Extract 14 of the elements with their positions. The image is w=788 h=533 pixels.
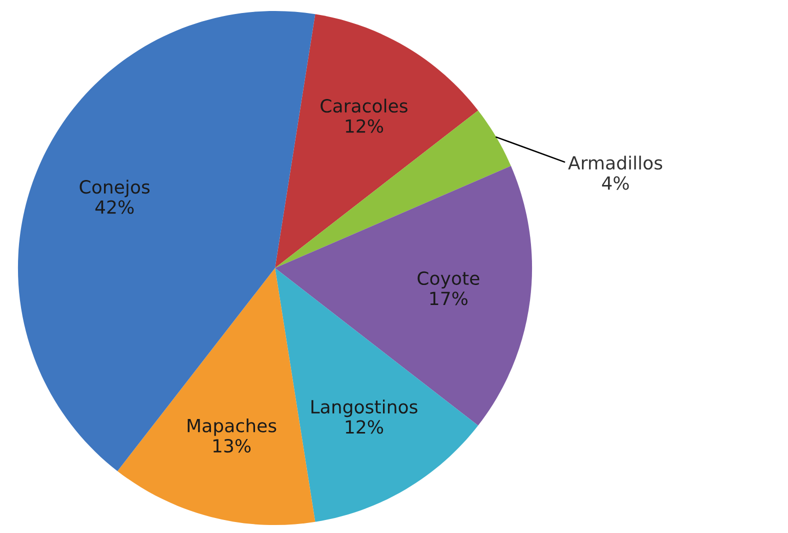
data-label: 17% [430,292,468,306]
data-label: 12% [346,119,384,133]
slice-label: Mapaches [188,418,276,436]
data-label: 42% [95,200,134,214]
pie-slice [275,14,478,268]
pie-slice [275,268,478,522]
slice-label: Coyote [418,271,480,289]
slice-label: Caracoles [320,98,408,113]
data-label: 4% [602,176,629,190]
slice-label: Conejos [80,180,150,198]
slice-label: Armadillos [568,156,662,170]
slice-label: Langostinos [312,400,418,418]
data-label: 12% [346,420,384,434]
data-label: 13% [213,438,251,453]
